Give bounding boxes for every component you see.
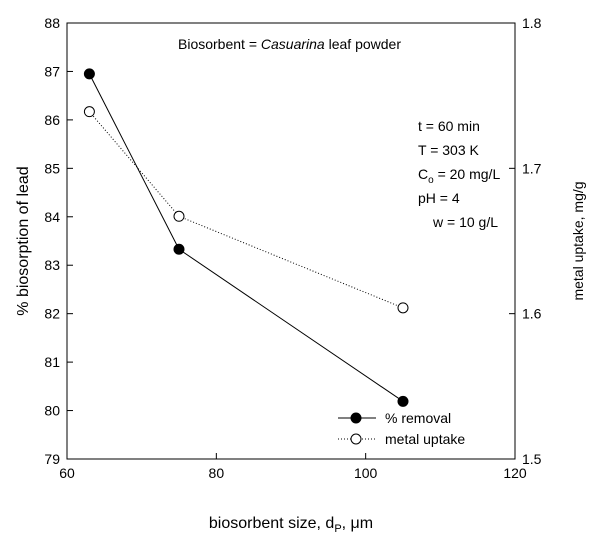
condition-concentration: Co = 20 mg/L bbox=[418, 166, 500, 186]
y-left-tick-label: 85 bbox=[44, 160, 60, 176]
y-left-tick-label: 79 bbox=[44, 451, 60, 467]
y-right-axis-title: metal uptake, mg/g bbox=[570, 181, 586, 300]
x-axis-title-rest: , μm bbox=[342, 515, 373, 532]
y-right-tick-label: 1.6 bbox=[522, 306, 542, 322]
y-left-tick-label: 87 bbox=[44, 63, 60, 79]
y-left-axis-title: % biosorption of lead bbox=[15, 166, 32, 315]
y-right-tick-label: 1.5 bbox=[522, 451, 542, 467]
legend-marker-removal bbox=[350, 412, 362, 424]
x-axis-title: biosorbent size, dP, μm bbox=[209, 515, 373, 535]
y-right-tick-label: 1.7 bbox=[522, 160, 542, 176]
x-tick-label: 100 bbox=[354, 465, 378, 481]
condition-time: t = 60 min bbox=[418, 118, 480, 134]
point-removal bbox=[83, 68, 95, 80]
y-left-tick-label: 83 bbox=[44, 257, 60, 273]
legend-marker-uptake bbox=[350, 433, 362, 445]
point-removal bbox=[173, 243, 185, 255]
y-left-tick-label: 81 bbox=[44, 354, 60, 370]
point-uptake bbox=[83, 106, 95, 118]
point-removal bbox=[397, 395, 409, 407]
condition-concentration-main: C bbox=[418, 166, 428, 182]
point-uptake bbox=[173, 210, 185, 222]
y-left-tick-label: 80 bbox=[44, 403, 60, 419]
plot-frame bbox=[66, 22, 516, 460]
series-line-uptake bbox=[89, 111, 404, 309]
y-left-tick-label: 88 bbox=[44, 15, 60, 31]
x-ticks: 60 80 100 120 bbox=[59, 453, 527, 481]
y-right-ticks: 1.5 1.6 1.7 1.8 bbox=[509, 15, 542, 467]
x-tick-label: 60 bbox=[59, 465, 75, 481]
condition-ph: pH = 4 bbox=[418, 190, 460, 206]
y-left-ticks: 79 80 81 82 83 84 85 86 87 88 bbox=[44, 15, 73, 467]
conditions-block: t = 60 min T = 303 K Co = 20 mg/L pH = 4… bbox=[418, 118, 500, 230]
annotation-italic: Casuarina bbox=[261, 36, 325, 52]
y-left-tick-label: 86 bbox=[44, 112, 60, 128]
y-right-tick-label: 1.8 bbox=[522, 15, 542, 31]
series-line-removal bbox=[88, 73, 404, 402]
annotation-prefix: Biosorbent = bbox=[178, 36, 261, 52]
x-axis-title-sub: P bbox=[334, 523, 341, 535]
condition-temperature: T = 303 K bbox=[418, 142, 480, 158]
point-uptake bbox=[397, 302, 409, 314]
legend: % removal metal uptake bbox=[338, 410, 465, 447]
condition-concentration-sub: o bbox=[428, 175, 434, 186]
biosorbent-annotation: Biosorbent = Casuarina leaf powder bbox=[178, 36, 401, 52]
annotation-suffix: leaf powder bbox=[325, 36, 402, 52]
condition-dose: w = 10 g/L bbox=[432, 214, 498, 230]
y-left-tick-label: 84 bbox=[44, 209, 60, 225]
x-tick-label: 80 bbox=[209, 465, 225, 481]
x-axis-title-main: biosorbent size, d bbox=[209, 515, 334, 532]
legend-label-removal: % removal bbox=[385, 410, 451, 426]
condition-concentration-rest: = 20 mg/L bbox=[434, 166, 501, 182]
x-tick-label: 120 bbox=[503, 465, 527, 481]
legend-label-uptake: metal uptake bbox=[385, 431, 465, 447]
y-left-tick-label: 82 bbox=[44, 306, 60, 322]
series-markers bbox=[83, 68, 409, 407]
series-lines bbox=[88, 73, 404, 402]
